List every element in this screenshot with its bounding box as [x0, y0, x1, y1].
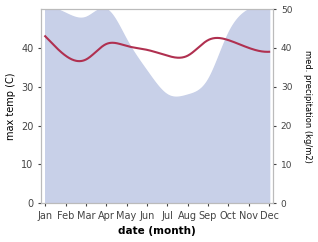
Y-axis label: med. precipitation (kg/m2): med. precipitation (kg/m2): [303, 50, 313, 163]
X-axis label: date (month): date (month): [118, 227, 196, 236]
Y-axis label: max temp (C): max temp (C): [5, 72, 16, 140]
